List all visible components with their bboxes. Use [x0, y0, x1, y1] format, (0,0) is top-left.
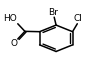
Text: HO: HO [4, 14, 17, 23]
Text: Cl: Cl [74, 14, 83, 23]
Text: Br: Br [48, 8, 58, 17]
Text: O: O [10, 39, 17, 48]
